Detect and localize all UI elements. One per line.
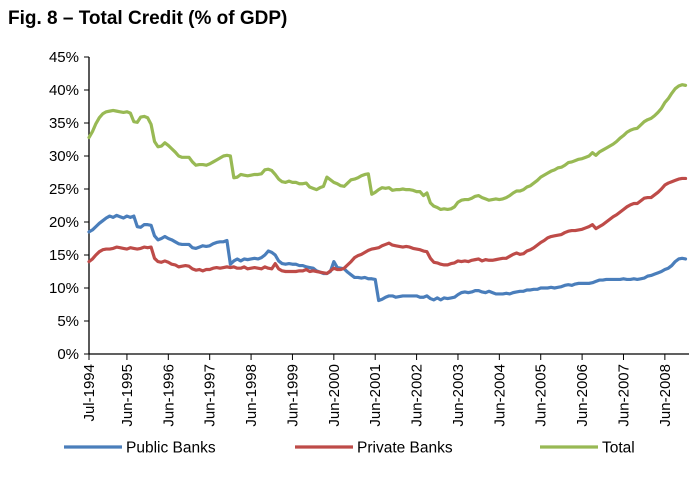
legend-label-private-banks: Private Banks [357,440,453,457]
y-tick-label: 30% [49,148,79,165]
x-tick-label: Jun-2005 [533,364,550,427]
y-tick-label: 15% [49,247,79,264]
x-tick-label: Jun-2007 [615,364,632,427]
y-tick-label: 35% [49,115,79,132]
y-tick-label: 25% [49,181,79,198]
x-tick-label: Jun-1995 [119,364,136,427]
y-tick-label: 45% [49,49,79,66]
chart-title: Fig. 8 – Total Credit (% of GDP) [8,8,288,29]
x-tick-label: Jun-2000 [326,364,343,427]
series-line-public-banks [87,213,688,303]
series-line-private-banks [87,176,688,276]
x-tick-label: Jun-2002 [409,364,426,427]
x-tick-label: Jun-1996 [160,364,177,427]
x-tick-label: Jun-1999 [284,364,301,427]
x-tick-label: Jul-1994 [81,364,98,422]
y-tick-label: 40% [49,82,79,99]
axes: 0% 5% 10% 15% 20% 25% 30% 35% 40% 45% Jul-1994 Jun-… [49,49,689,427]
y-tick-label: 5% [57,313,79,330]
x-tick-label: Jun-2004 [491,364,508,427]
series-layer [87,83,688,303]
y-tick-label: 20% [49,214,79,231]
y-tick-label: 10% [49,280,79,297]
x-tick-label: Jun-2001 [367,364,384,427]
y-tick-label: 0% [57,346,79,363]
legend: Public Banks Private Banks Total [64,440,635,457]
x-tick-label: Jun-2006 [574,364,591,427]
legend-label-total: Total [602,440,635,457]
series-line-total [87,83,688,212]
legend-label-public-banks: Public Banks [126,440,216,457]
x-tick-label: Jun-1998 [243,364,260,427]
x-tick-label: Jun-1997 [202,364,219,427]
x-tick-label: Jun-2003 [450,364,467,427]
x-tick-label: Jun-2008 [657,364,674,427]
